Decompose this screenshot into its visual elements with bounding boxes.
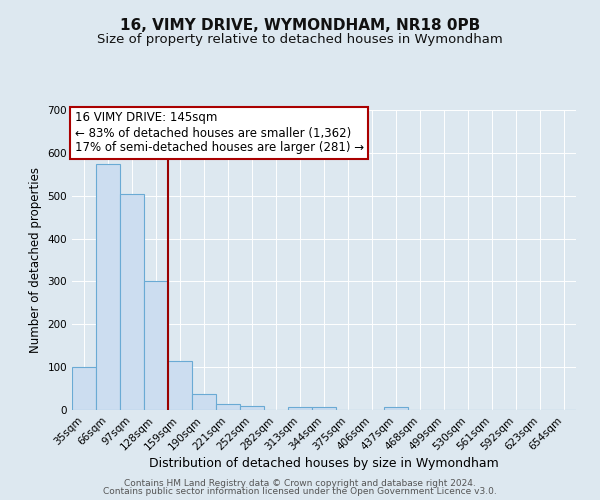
Text: Contains public sector information licensed under the Open Government Licence v3: Contains public sector information licen… <box>103 487 497 496</box>
Text: 16, VIMY DRIVE, WYMONDHAM, NR18 0PB: 16, VIMY DRIVE, WYMONDHAM, NR18 0PB <box>120 18 480 32</box>
Bar <box>168 360 192 410</box>
Text: Contains HM Land Registry data © Crown copyright and database right 2024.: Contains HM Land Registry data © Crown c… <box>124 478 476 488</box>
Bar <box>144 282 168 410</box>
Bar <box>384 407 408 410</box>
Y-axis label: Number of detached properties: Number of detached properties <box>29 167 42 353</box>
Bar <box>240 406 264 410</box>
Bar <box>72 367 96 410</box>
Text: Size of property relative to detached houses in Wymondham: Size of property relative to detached ho… <box>97 32 503 46</box>
Bar <box>96 164 120 410</box>
Text: 16 VIMY DRIVE: 145sqm
← 83% of detached houses are smaller (1,362)
17% of semi-d: 16 VIMY DRIVE: 145sqm ← 83% of detached … <box>74 112 364 154</box>
X-axis label: Distribution of detached houses by size in Wymondham: Distribution of detached houses by size … <box>149 458 499 470</box>
Bar <box>192 394 216 410</box>
Bar <box>120 194 144 410</box>
Bar <box>312 407 336 410</box>
Bar <box>216 404 240 410</box>
Bar <box>288 407 312 410</box>
